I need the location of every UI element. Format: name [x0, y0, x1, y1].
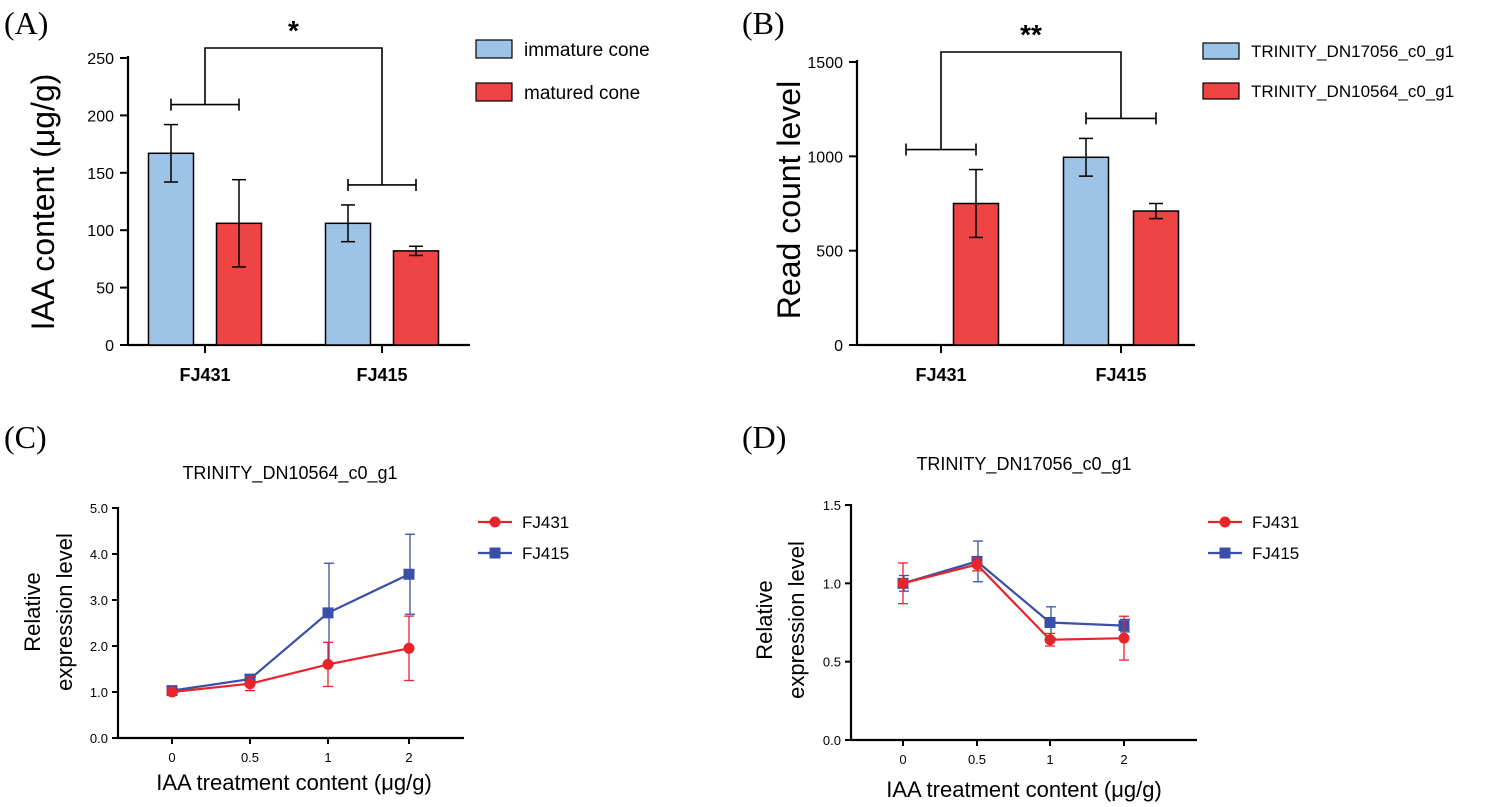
- legend-marker: [489, 547, 501, 559]
- y-tick-label: 3.0: [90, 593, 108, 608]
- y-tick-label: 100: [87, 223, 114, 240]
- x-category-label: FJ431: [179, 365, 230, 385]
- y-tick-label: 1.0: [823, 576, 841, 591]
- legend-swatch: [475, 39, 513, 59]
- marker-fj431: [971, 559, 983, 571]
- legend-swatch: [475, 82, 513, 102]
- y-axis-label: Relative: [20, 572, 45, 651]
- y-tick-label: 5.0: [90, 501, 108, 516]
- y-tick-label: 1500: [807, 55, 843, 72]
- chart-c: 0.0 1.0 2.0 3.0 4.0 5.0 0 0.5 1 2 TRINITY_DN10564_…: [20, 463, 569, 795]
- y-tick-label: 0: [834, 338, 843, 355]
- x-tick-label: 0.5: [968, 752, 986, 767]
- x-axis-label: IAA treatment content (μg/g): [156, 770, 432, 795]
- significance-bracket: [940, 51, 1122, 150]
- series-line-fj415: [902, 560, 1125, 627]
- marker-fj431: [322, 658, 334, 670]
- series-line-fj431: [171, 647, 410, 694]
- marker-fj431: [1118, 632, 1130, 644]
- marker-fj431: [1044, 634, 1056, 646]
- marker-fj415: [1044, 617, 1056, 628]
- x-tick-label: 2: [1120, 752, 1127, 767]
- y-tick-label: 2.0: [90, 639, 108, 654]
- y-tick-label: 0.0: [823, 733, 841, 748]
- y-axis-label: expression level: [784, 541, 809, 699]
- y-tick-label: 0.5: [823, 655, 841, 670]
- marker-fj431: [244, 678, 256, 690]
- legend-label: TRINITY_DN10564_c0_g1: [1251, 82, 1454, 101]
- x-tick-label: 2: [405, 750, 412, 765]
- y-tick-label: 500: [816, 244, 843, 261]
- significance-marker: **: [1020, 19, 1042, 50]
- chart-title: TRINITY_DN10564_c0_g1: [182, 463, 397, 484]
- y-tick-label: 250: [87, 51, 114, 68]
- marker-fj415: [403, 568, 415, 580]
- y-axis-label: Read count level: [771, 81, 807, 319]
- legend-label: immature cone: [524, 40, 650, 61]
- bar-matured-cone: [392, 250, 440, 346]
- legend-label: TRINITY_DN17056_c0_g1: [1251, 42, 1454, 61]
- y-tick-label: 0: [105, 338, 114, 355]
- chart-b: 0 500 1000 1500 FJ431 FJ415 ** Read count level…: [771, 19, 1454, 385]
- bar-trinity-dn10564-c0-g1: [952, 202, 1000, 346]
- x-axis-label: IAA treatment content (μg/g): [886, 777, 1162, 802]
- legend-swatch: [1202, 42, 1240, 60]
- panel-label-c: (C): [4, 419, 47, 455]
- panel-label-b: (B): [742, 5, 785, 41]
- bar-immature-cone: [324, 222, 372, 346]
- legend-marker: [1219, 547, 1231, 559]
- y-tick-label: 50: [96, 281, 114, 298]
- legend-label: FJ415: [1252, 544, 1299, 563]
- series-line-fj431: [902, 563, 1125, 641]
- y-tick-label: 1000: [807, 149, 843, 166]
- x-tick-label: 0.5: [241, 750, 259, 765]
- legend-label: matured cone: [524, 83, 640, 104]
- y-tick-label: 1.5: [823, 498, 841, 513]
- legend-label: FJ415: [522, 544, 569, 563]
- marker-fj431: [166, 686, 178, 698]
- bar-trinity-dn17056-c0-g1: [1062, 156, 1110, 346]
- x-category-label: FJ415: [1095, 365, 1146, 385]
- significance-bracket: [204, 47, 383, 185]
- chart-title: TRINITY_DN17056_c0_g1: [916, 454, 1131, 475]
- y-tick-label: 200: [87, 108, 114, 125]
- y-axis-label: expression level: [52, 533, 77, 691]
- bar-trinity-dn10564-c0-g1: [1132, 210, 1180, 346]
- y-tick-label: 4.0: [90, 547, 108, 562]
- panel-label-a: (A): [4, 5, 48, 41]
- x-category-label: FJ431: [915, 365, 966, 385]
- x-category-label: FJ415: [356, 365, 407, 385]
- marker-fj431: [897, 577, 909, 589]
- legend-swatch: [1202, 82, 1240, 100]
- x-tick-label: 1: [324, 750, 331, 765]
- chart-a: 0 50 100 150 200 250 FJ431 FJ415 * IAA content (μ…: [25, 15, 650, 385]
- marker-fj415: [322, 607, 334, 619]
- legend-marker: [489, 516, 501, 528]
- significance-marker: *: [288, 15, 299, 46]
- legend-marker: [1219, 516, 1231, 528]
- y-axis-label: IAA content (μg/g): [25, 74, 61, 331]
- panel-label-d: (D): [742, 419, 786, 455]
- y-tick-label: 150: [87, 166, 114, 183]
- marker-fj431: [403, 642, 415, 654]
- legend-label: FJ431: [522, 513, 569, 532]
- series-line-fj415: [171, 573, 410, 692]
- chart-d: 0.0 0.5 1.0 1.5 0 0.5 1 2 TRINITY_DN17056_c0_g1 I…: [752, 454, 1299, 802]
- x-tick-label: 0: [168, 750, 175, 765]
- legend-label: FJ431: [1252, 513, 1299, 532]
- y-tick-label: 0.0: [90, 731, 108, 746]
- y-tick-label: 1.0: [90, 685, 108, 700]
- bar-matured-cone: [215, 222, 263, 346]
- x-tick-label: 0: [899, 752, 906, 767]
- x-tick-label: 1: [1046, 752, 1053, 767]
- y-axis-label: Relative: [752, 580, 777, 659]
